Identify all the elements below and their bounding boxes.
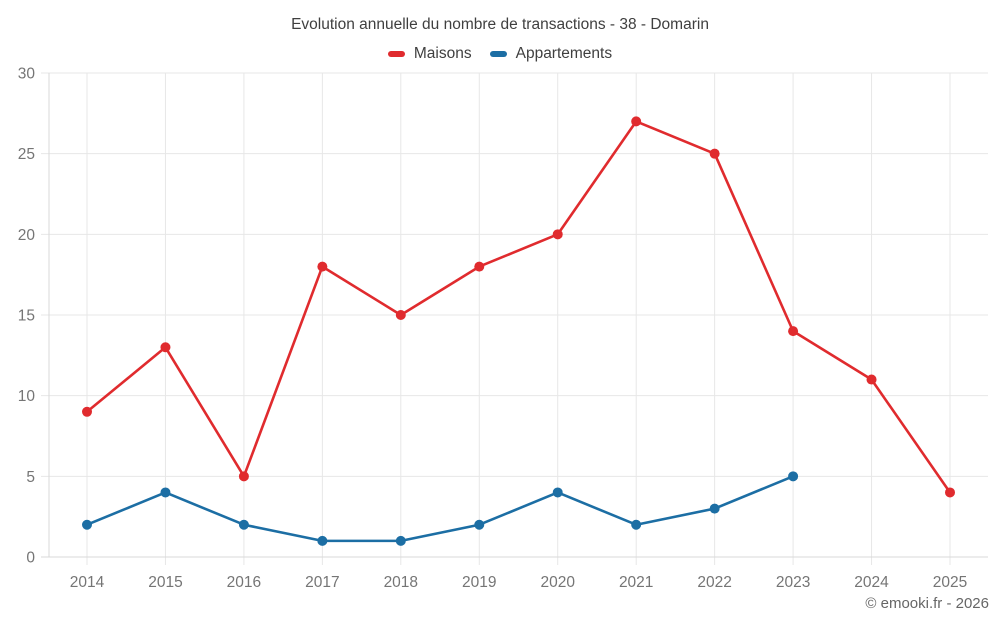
data-point-maisons[interactable] bbox=[238, 471, 249, 482]
y-axis-tick-label: 30 bbox=[18, 66, 36, 83]
series-line-appartements bbox=[85, 475, 795, 543]
legend-swatch-maisons bbox=[387, 51, 405, 57]
data-point-maisons[interactable] bbox=[160, 342, 171, 353]
data-point-maisons[interactable] bbox=[709, 148, 720, 159]
x-axis-tick-label: 2021 bbox=[619, 574, 653, 591]
x-axis-tick-label: 2024 bbox=[854, 574, 889, 591]
y-axis-tick-label: 0 bbox=[26, 550, 35, 567]
legend-item-appartements[interactable]: Appartements bbox=[489, 45, 613, 63]
x-axis-tick-label: 2025 bbox=[933, 574, 967, 591]
data-point-appartements[interactable] bbox=[709, 503, 720, 514]
data-point-maisons[interactable] bbox=[317, 261, 328, 272]
data-point-appartements[interactable] bbox=[238, 519, 249, 530]
x-axis-tick-label: 2019 bbox=[462, 574, 496, 591]
data-point-appartements[interactable] bbox=[788, 471, 799, 482]
series-line-maisons bbox=[85, 120, 952, 494]
data-point-appartements[interactable] bbox=[552, 487, 563, 498]
y-axis-tick-label: 5 bbox=[26, 469, 35, 486]
x-axis-tick-label: 2015 bbox=[148, 574, 182, 591]
data-point-maisons[interactable] bbox=[866, 374, 877, 385]
data-point-maisons[interactable] bbox=[788, 326, 799, 337]
x-axis-tick-label: 2023 bbox=[776, 574, 810, 591]
chart-legend: Maisons Appartements bbox=[0, 45, 1000, 63]
data-point-maisons[interactable] bbox=[395, 310, 406, 320]
data-point-appartements[interactable] bbox=[474, 519, 485, 530]
legend-swatch-appartements bbox=[489, 51, 507, 57]
data-point-appartements[interactable] bbox=[160, 487, 171, 498]
data-point-appartements[interactable] bbox=[631, 519, 642, 530]
data-point-maisons[interactable] bbox=[631, 116, 642, 127]
y-axis-tick-label: 15 bbox=[18, 308, 35, 325]
x-axis-tick-label: 2014 bbox=[70, 574, 105, 591]
data-point-maisons[interactable] bbox=[552, 229, 563, 240]
data-point-maisons[interactable] bbox=[945, 487, 955, 498]
x-axis-tick-label: 2022 bbox=[697, 574, 731, 591]
data-point-appartements[interactable] bbox=[395, 535, 406, 546]
copyright-text: © emooki.fr - 2026 bbox=[865, 595, 989, 612]
data-point-maisons[interactable] bbox=[474, 261, 485, 272]
y-axis-tick-label: 20 bbox=[18, 227, 36, 244]
x-axis-tick-label: 2018 bbox=[384, 574, 418, 591]
data-point-maisons[interactable] bbox=[82, 406, 92, 417]
chart-title: Evolution annuelle du nombre de transact… bbox=[291, 16, 709, 33]
x-axis-tick-label: 2016 bbox=[227, 574, 261, 591]
legend-item-maisons[interactable]: Maisons bbox=[387, 45, 472, 63]
y-axis-tick-label: 10 bbox=[18, 388, 36, 405]
y-axis-tick-label: 25 bbox=[18, 146, 35, 163]
data-point-appartements[interactable] bbox=[317, 535, 328, 546]
legend-label-maisons: Maisons bbox=[413, 45, 472, 62]
x-axis-tick-label: 2020 bbox=[540, 574, 575, 591]
legend-label-appartements: Appartements bbox=[515, 45, 613, 62]
data-point-appartements[interactable] bbox=[82, 519, 92, 530]
x-axis-tick-label: 2017 bbox=[305, 574, 339, 591]
